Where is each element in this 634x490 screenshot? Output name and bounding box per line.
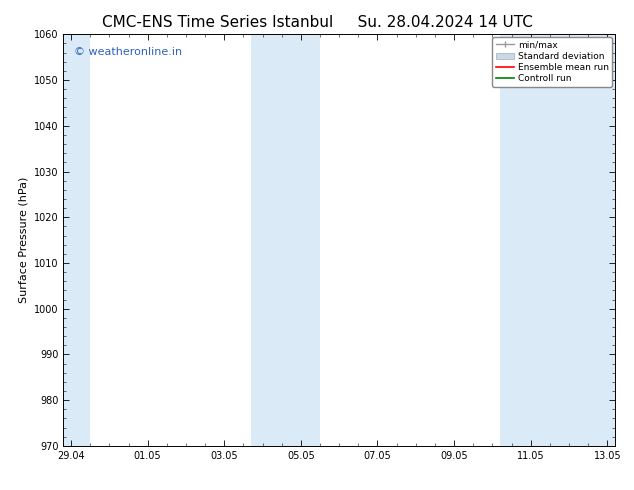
Bar [251,34,320,446]
Bar [500,34,615,446]
Y-axis label: Surface Pressure (hPa): Surface Pressure (hPa) [18,177,29,303]
Legend: min/max, Standard deviation, Ensemble mean run, Controll run: min/max, Standard deviation, Ensemble me… [493,37,612,87]
Text: CMC-ENS Time Series Istanbul     Su. 28.04.2024 14 UTC: CMC-ENS Time Series Istanbul Su. 28.04.2… [101,15,533,30]
Bar [63,34,90,446]
Text: © weatheronline.in: © weatheronline.in [74,47,183,57]
